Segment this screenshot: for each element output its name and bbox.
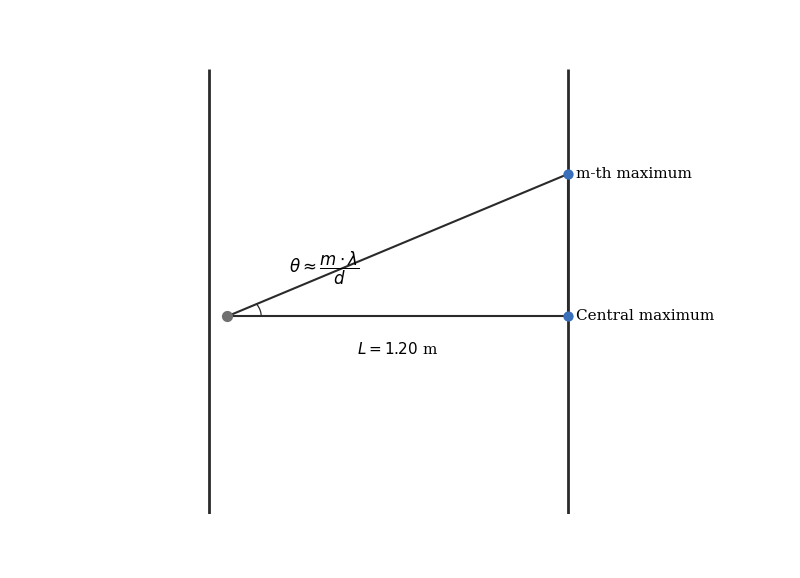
Point — [562, 312, 574, 321]
Point — [562, 169, 574, 179]
Text: m-th maximum: m-th maximum — [576, 167, 692, 181]
Text: Central maximum: Central maximum — [576, 309, 714, 323]
Point — [221, 312, 234, 321]
Text: $L = 1.20$ m: $L = 1.20$ m — [357, 341, 438, 357]
Text: $\theta \approx \dfrac{m \cdot \lambda}{d}$: $\theta \approx \dfrac{m \cdot \lambda}{… — [289, 250, 359, 287]
